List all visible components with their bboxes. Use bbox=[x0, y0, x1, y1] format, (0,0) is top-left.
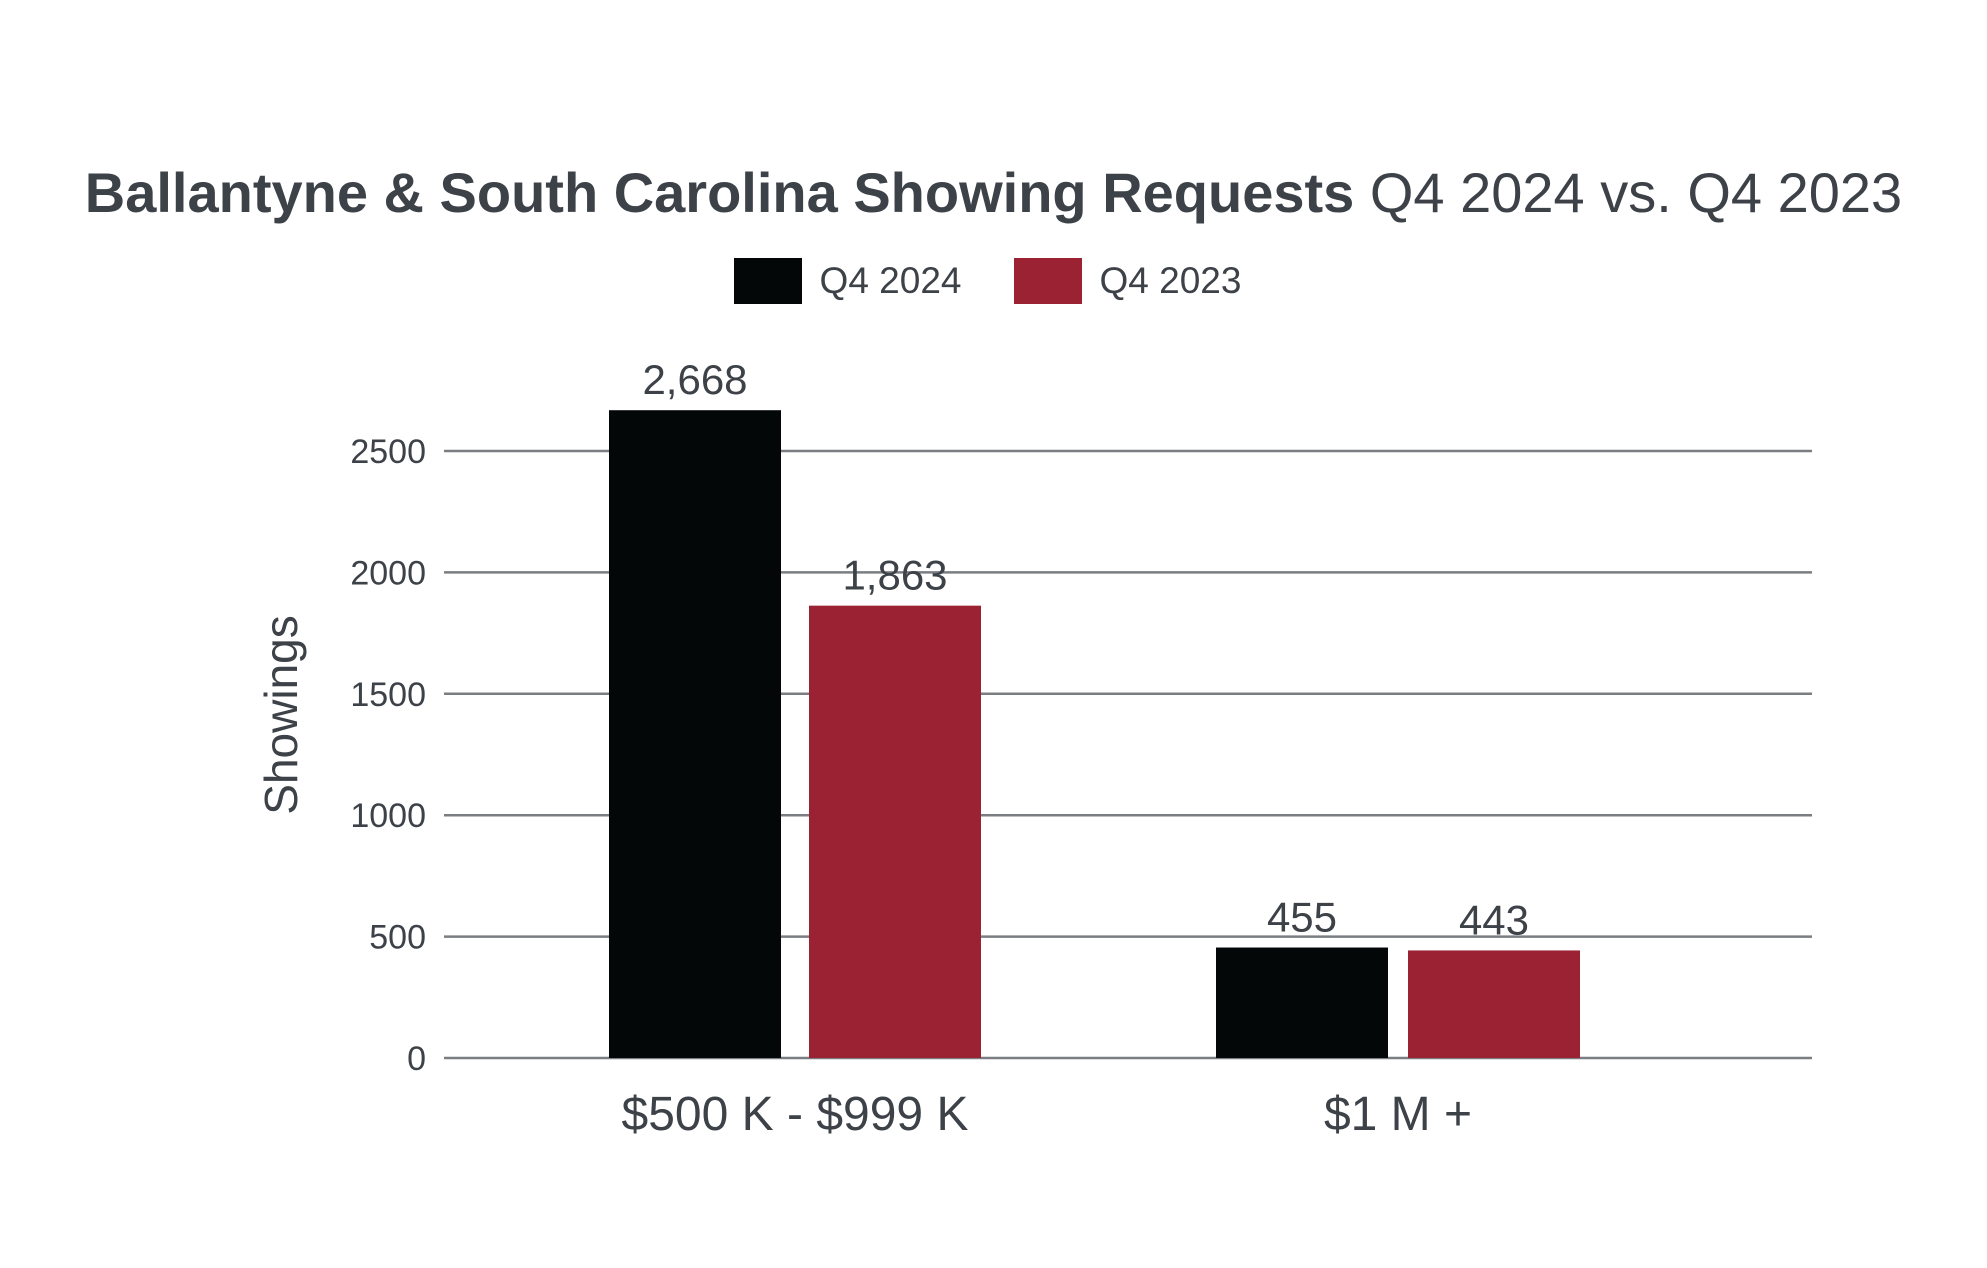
bar-q4-2024-0 bbox=[609, 410, 781, 1058]
y-tick-label-0: 0 bbox=[407, 1040, 426, 1078]
data-label-q4-2023-0: 1,863 bbox=[842, 552, 947, 599]
bar-q4-2024-1 bbox=[1216, 947, 1388, 1058]
legend-swatch-q4-2024 bbox=[733, 258, 802, 304]
x-tick-label-0: $500 K - $999 K bbox=[622, 1088, 969, 1141]
legend-label-q4-2024: Q4 2024 bbox=[819, 260, 962, 301]
chart-title: Ballantyne & South Carolina Showing Requ… bbox=[0, 158, 1987, 228]
chart-legend: Q4 2024 Q4 2023 bbox=[0, 258, 1981, 304]
legend-swatch-q4-2023 bbox=[1013, 258, 1082, 304]
bar-q4-2023-0 bbox=[809, 605, 981, 1058]
legend-item-q4-2024: Q4 2024 bbox=[733, 258, 962, 304]
legend-label-q4-2023: Q4 2023 bbox=[1099, 260, 1242, 301]
x-tick-label-1: $1 M + bbox=[1324, 1088, 1472, 1141]
bar-q4-2023-1 bbox=[1408, 950, 1580, 1058]
y-tick-label-1500: 1500 bbox=[350, 676, 426, 714]
data-label-q4-2024-1: 455 bbox=[1267, 894, 1337, 941]
y-axis-label: Showings bbox=[255, 615, 307, 814]
y-tick-label-500: 500 bbox=[369, 919, 426, 957]
chart-subtitle: Q4 2024 vs. Q4 2023 bbox=[1369, 161, 1903, 224]
y-tick-label-2500: 2500 bbox=[350, 433, 426, 471]
y-tick-label-2000: 2000 bbox=[350, 554, 426, 592]
data-label-q4-2023-1: 443 bbox=[1459, 896, 1529, 943]
y-tick-label-1000: 1000 bbox=[350, 797, 426, 835]
data-label-q4-2024-0: 2,668 bbox=[642, 356, 747, 403]
legend-item-q4-2023: Q4 2023 bbox=[1013, 258, 1242, 304]
chart-title-main: Ballantyne & South Carolina Showing Requ… bbox=[84, 161, 1355, 224]
